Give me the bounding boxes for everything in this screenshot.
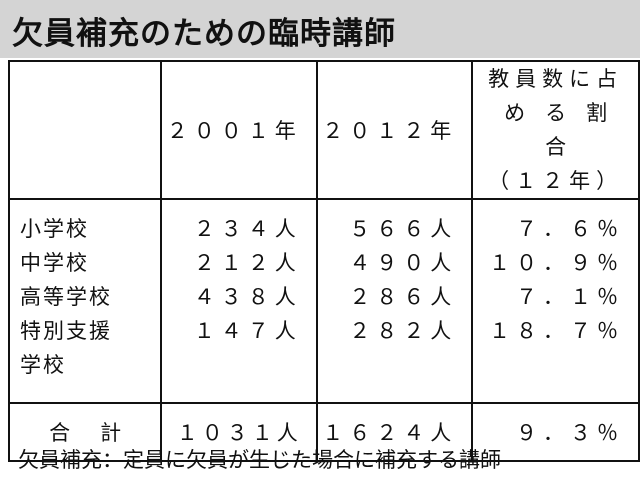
category: 高等学校: [20, 285, 112, 309]
cell-value: ２３４人: [193, 217, 302, 241]
header-cell: ２００１年: [160, 61, 318, 200]
cell-value: ２８２人: [349, 319, 458, 343]
header-line: める割合: [504, 101, 628, 159]
cell-value: １４７人: [193, 319, 302, 343]
cell-value: ４３８人: [193, 285, 302, 309]
category: 中学校: [20, 251, 89, 275]
category: 特別支援学校: [20, 319, 112, 377]
value-cell: ５６６人 ４９０人 ２８６人 ２８２人: [315, 199, 474, 403]
cell-value: ５６６人: [349, 217, 458, 241]
total-cell: ９．３％: [471, 402, 640, 461]
cell-value: ２１２人: [193, 251, 302, 275]
category: 小学校: [20, 217, 89, 241]
header-line: （１２年）: [488, 169, 624, 193]
header-cell: 教員数に占 める割合 （１２年）: [471, 61, 640, 200]
total-cell: １０３１人: [160, 402, 318, 461]
value-cell: ７．６％ １０．９％ ７．１％ １８．７％: [471, 199, 640, 403]
total-label: 合計: [7, 402, 163, 461]
title-bar: 欠員補充のための臨時講師: [0, 0, 640, 58]
header-row: ２００１年 ２０１２年 教員数に占 める割合 （１２年）: [7, 61, 640, 200]
cell-value: ４９０人: [349, 251, 458, 275]
table: ２００１年 ２０１２年 教員数に占 める割合 （１２年） 小学校中学校高等学校特…: [7, 60, 640, 462]
cell-value: １０．９％: [489, 251, 624, 275]
value-cell: ２３４人 ２１２人 ４３８人 １４７人: [160, 199, 318, 403]
cell-value: ２８６人: [349, 285, 458, 309]
header-cell: [7, 61, 163, 200]
title: 欠員補充のための臨時講師: [12, 16, 396, 52]
cell-value: ７．１％: [516, 285, 624, 309]
header-line: 教員数に占: [488, 67, 624, 91]
cell-value: ７．６％: [516, 217, 624, 241]
footnote: 欠員補充：定員に欠員が生じた場合に補充する講師: [18, 448, 501, 472]
category-cell: 小学校中学校高等学校特別支援学校: [7, 199, 163, 403]
cell-value: １８．７％: [489, 319, 624, 343]
total-cell: １６２４人: [315, 402, 474, 461]
total-row: 合計 １０３１人 １６２４人 ９．３％: [7, 402, 640, 461]
header-cell: ２０１２年: [315, 61, 474, 200]
body-row: 小学校中学校高等学校特別支援学校 ２３４人 ２１２人 ４３８人 １４７人 ５６６人 ４９…: [7, 199, 640, 403]
